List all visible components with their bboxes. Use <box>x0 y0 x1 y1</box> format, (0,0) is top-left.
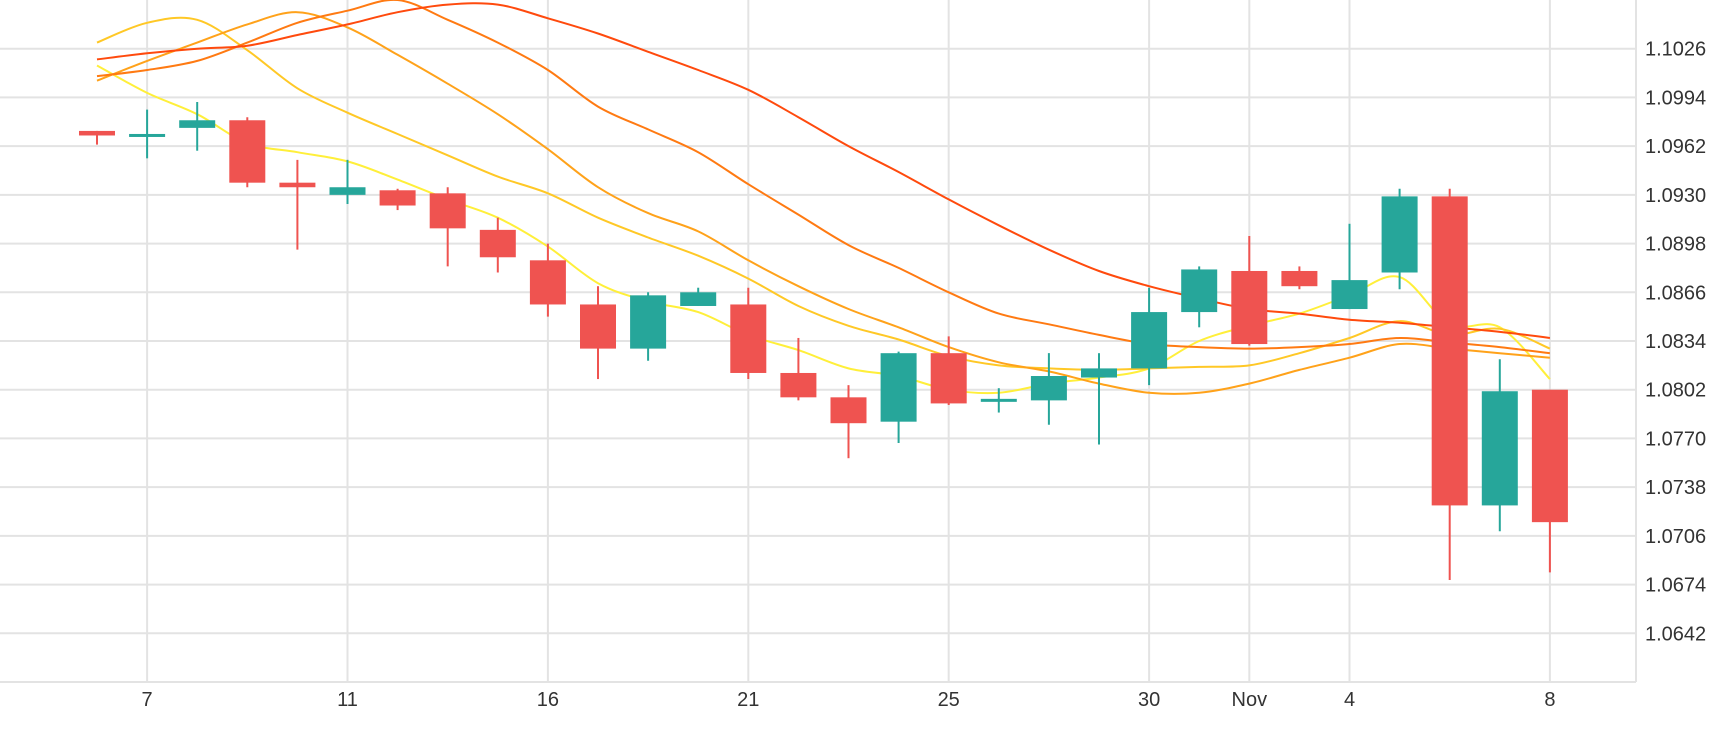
candle-body <box>630 295 667 349</box>
candle-down <box>429 187 466 267</box>
candle-body <box>980 398 1017 402</box>
candle-down <box>229 117 266 188</box>
candle-up <box>680 287 717 306</box>
candle-body <box>1481 391 1518 506</box>
y-tick-label: 1.0834 <box>1645 331 1706 353</box>
x-tick-label: 8 <box>1544 689 1555 711</box>
x-tick-label: 4 <box>1344 689 1355 711</box>
grid-layer <box>0 0 1637 683</box>
candle-down <box>79 130 115 145</box>
candle-body <box>1081 368 1117 378</box>
candle-down <box>830 385 867 459</box>
candle-body <box>680 292 717 306</box>
candle-up <box>1331 223 1368 310</box>
candle-up <box>1381 188 1418 290</box>
axis-layer: 7 11 16 21 25 30 Nov 4 8 1.1026 1.0994 1.0962 1.0930… <box>142 39 1707 711</box>
y-tick-label: 1.0866 <box>1645 282 1706 304</box>
candle-body <box>179 120 216 128</box>
y-tick-label: 1.0706 <box>1645 526 1706 548</box>
candle-body <box>479 229 516 258</box>
candle-body <box>429 193 466 229</box>
candle-down <box>780 337 817 401</box>
x-tick-label: 11 <box>337 689 358 711</box>
candle-down <box>279 159 316 250</box>
candle-layer <box>79 101 1568 581</box>
candle-up <box>1081 353 1117 445</box>
candle-down <box>379 188 416 211</box>
y-tick-label: 1.0994 <box>1645 87 1706 109</box>
candle-body <box>379 190 416 206</box>
moving-average-line <box>96 16 1551 371</box>
candle-up <box>1030 353 1067 425</box>
y-tick-label: 1.0898 <box>1645 234 1706 256</box>
candle-up <box>1181 266 1218 328</box>
x-tick-label: 30 <box>1138 689 1160 711</box>
candle-body <box>880 353 917 422</box>
candle-body <box>329 187 366 195</box>
candle-up <box>980 388 1017 413</box>
y-tick-label: 1.0802 <box>1645 380 1706 402</box>
candle-body <box>930 353 967 404</box>
moving-average-line <box>96 64 1551 395</box>
y-tick-label: 1.0674 <box>1645 575 1706 597</box>
candle-body <box>730 304 767 373</box>
candle-up <box>1131 287 1168 386</box>
candle-body <box>79 130 115 136</box>
x-tick-label: 7 <box>142 689 153 711</box>
x-tick-label: Nov <box>1232 689 1268 711</box>
candle-down <box>1531 389 1568 573</box>
candle-body <box>830 397 867 424</box>
candle-up <box>129 109 166 159</box>
candle-body <box>1231 270 1268 345</box>
x-tick-label: 25 <box>938 689 960 711</box>
candle-body <box>780 372 817 398</box>
candle-down <box>580 286 616 380</box>
y-tick-label: 1.0930 <box>1645 185 1706 207</box>
candle-down <box>930 336 967 405</box>
candle-up <box>630 292 667 361</box>
y-tick-label: 1.0642 <box>1645 623 1706 645</box>
candle-up <box>880 351 917 443</box>
candle-body <box>279 182 316 188</box>
candle-body <box>1030 376 1067 401</box>
candle-body <box>1281 270 1318 287</box>
candle-down <box>1231 235 1268 346</box>
candle-body <box>1531 389 1568 523</box>
candle-body <box>229 120 266 183</box>
y-tick-label: 1.0770 <box>1645 428 1706 450</box>
candle-body <box>129 133 166 137</box>
x-tick-label: 21 <box>737 689 759 711</box>
moving-average-line <box>96 11 1550 395</box>
y-tick-label: 1.1026 <box>1645 39 1706 61</box>
candle-up <box>329 159 366 204</box>
candle-body <box>1331 280 1368 310</box>
candle-down <box>529 243 566 317</box>
candle-body <box>1381 196 1418 273</box>
candle-body <box>1181 269 1218 313</box>
x-tick-label: 16 <box>537 689 559 711</box>
candle-body <box>1131 312 1168 369</box>
candle-down <box>479 217 516 273</box>
candle-down <box>1431 188 1468 581</box>
candle-up <box>1481 359 1518 532</box>
candle-body <box>1431 196 1468 506</box>
y-tick-label: 1.0962 <box>1645 136 1706 158</box>
candle-down <box>730 287 767 380</box>
y-tick-label: 1.0738 <box>1645 477 1706 499</box>
moving-average-layer <box>96 0 1551 395</box>
candle-down <box>1281 266 1318 290</box>
candle-body <box>580 304 616 349</box>
moving-average-line <box>96 2 1551 339</box>
candle-up <box>179 101 216 151</box>
moving-average-line <box>96 0 1551 355</box>
candle-body <box>529 260 566 305</box>
